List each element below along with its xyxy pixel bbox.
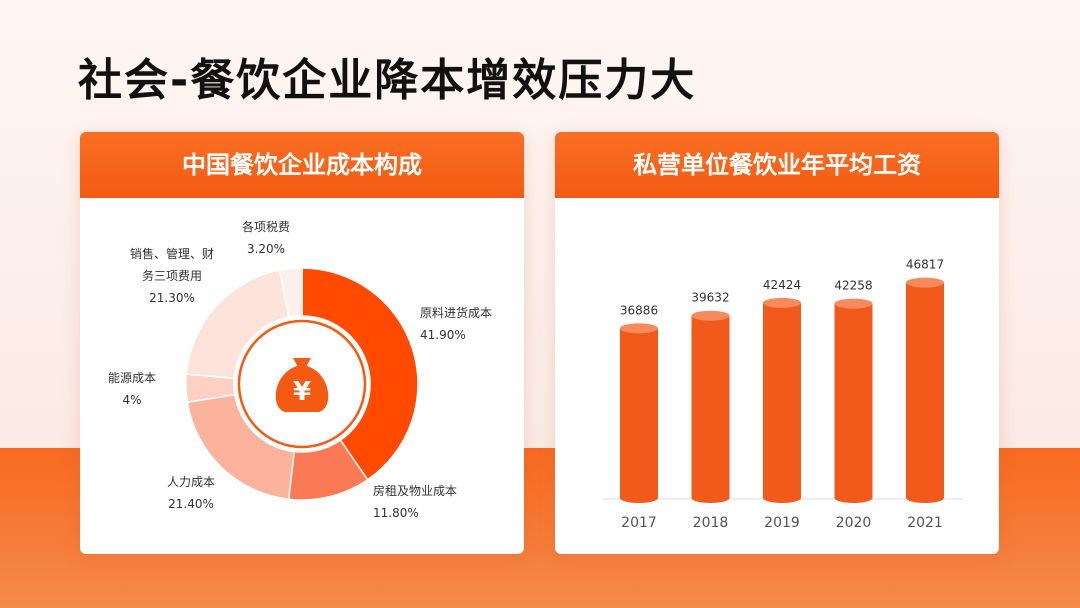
pie-slice-value: 21.30% [149,291,195,305]
pie-slice-name: 各项税费 [242,219,290,234]
bar-base [691,493,730,503]
pie-slice-value: 4% [122,393,141,407]
cost-structure-card: 中国餐饮企业成本构成 原料进货成本 41.90% 房租及物业成本 11.80% 人力成本… [80,132,524,554]
slide-title: 社会-餐饮企业降本增效压力大 [78,55,697,106]
cost-pie-chart: 原料进货成本 41.90% 房租及物业成本 11.80% 人力成本 21.40% 能源成本 4… [108,219,492,520]
bar-value-label: 42258 [834,279,872,293]
pie-slice-value: 11.80% [373,506,419,520]
bar [834,303,873,498]
pie-slice-value: 3.20% [247,242,285,256]
pie-slice-name: 能源成本 [108,371,156,385]
money-bag-yen-icon: ¥ [275,358,329,412]
bar-value-label: 42424 [763,278,801,292]
x-tick-label: 2018 [693,515,729,531]
pie-slice-name: 销售、管理、财 [130,246,214,261]
x-tick-label: 2017 [621,515,657,531]
pie-slice-value: 21.40% [168,497,214,511]
bar-base [620,493,658,503]
bar-top [620,323,658,334]
cost-structure-heading: 中国餐饮企业成本构成 [80,132,524,198]
pie-slice-name: 务三项费用 [142,268,202,283]
donut-ring [237,319,367,449]
bar-top [834,298,873,309]
x-tick-label: 2020 [836,515,872,531]
wage-card: 私营单位餐饮业年平均工资 36886 2017 39632 2018 42424 2019… [555,132,999,554]
bar [620,328,658,498]
wage-bar-chart: 36886 2017 39632 2018 42424 2019 42258 2020 4681… [603,258,963,531]
pie-slice-value: 41.90% [420,328,466,342]
pie-slice-name: 人力成本 [167,475,215,489]
bar [691,315,730,498]
bar-base [834,493,873,503]
bar-value-label: 36886 [620,303,658,317]
x-tick-label: 2019 [764,515,800,531]
bar-base [763,493,801,503]
bar-base [906,493,944,503]
pie-slice-name: 原料进货成本 [420,305,492,320]
pie-slice-name: 房租及物业成本 [373,483,457,498]
bar-top [906,277,944,288]
bar [906,282,944,498]
bar-value-label: 39632 [691,291,729,305]
x-tick-label: 2021 [907,515,943,531]
bar-top [763,297,801,308]
bar-top [691,310,730,321]
bar [763,302,801,498]
bar-value-label: 46817 [906,258,944,272]
wage-heading: 私营单位餐饮业年平均工资 [555,132,999,198]
svg-text:¥: ¥ [293,377,311,407]
